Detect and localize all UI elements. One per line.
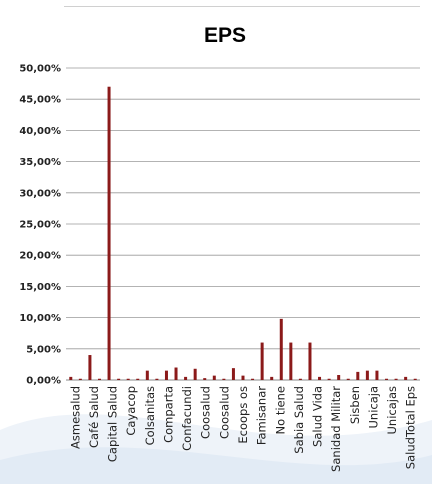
bar	[365, 370, 369, 380]
x-tick-label: No tiene	[273, 386, 287, 434]
bar	[404, 376, 408, 380]
bar	[126, 378, 130, 380]
bar	[260, 342, 264, 380]
bar	[375, 370, 379, 380]
bar	[174, 367, 178, 380]
bar	[279, 318, 283, 380]
x-tick-label: Asmesalud	[68, 386, 82, 449]
bar	[356, 371, 360, 380]
x-tick-label: Colsanitas	[143, 386, 157, 445]
bar	[241, 375, 245, 380]
x-tick-label: Sabia Salud	[292, 386, 306, 454]
bar	[289, 342, 293, 380]
y-tick-label: 45,00%	[19, 95, 61, 106]
bar	[394, 378, 398, 380]
x-tick-label: Sanidad Militar	[329, 386, 343, 472]
bar	[327, 378, 331, 380]
bar	[222, 378, 226, 380]
y-tick-label: 15,00%	[19, 282, 61, 293]
bar	[298, 378, 302, 380]
chart-top-border	[64, 6, 420, 7]
x-tick-label: Café Salud	[87, 386, 101, 448]
bar	[136, 378, 140, 380]
x-axis-ticks: Asmesalud Café Salud Capital Salud Cayacop C…	[68, 386, 417, 472]
chart-title: EPS	[204, 24, 246, 47]
bar	[155, 378, 159, 380]
bar	[318, 376, 322, 380]
x-tick-label: Comparta	[161, 386, 175, 443]
x-tick-label: Ecoops os	[236, 386, 250, 444]
bar	[337, 375, 341, 380]
bar	[212, 375, 216, 380]
bar	[231, 368, 235, 380]
bars	[69, 86, 417, 380]
x-tick-label: Salud Vida	[311, 386, 325, 447]
bar	[193, 368, 197, 380]
x-tick-label: Famisanar	[255, 386, 269, 445]
bar	[413, 378, 417, 380]
bar	[184, 376, 188, 380]
y-axis-ticks: 0,00% 5,00% 10,00% 15,00% 20,00% 25,00% 30,00%…	[19, 64, 61, 387]
x-tick-label: Coosalud	[217, 386, 231, 439]
y-tick-label: 0,00%	[26, 376, 61, 387]
bar	[97, 378, 101, 380]
gridlines	[66, 67, 420, 381]
x-tick-label: Cayacop	[124, 386, 138, 436]
x-tick-label: Confacundi	[180, 386, 194, 451]
x-tick-label: Unicaja	[366, 386, 380, 429]
bar	[164, 370, 168, 380]
bar	[88, 355, 92, 380]
bar	[203, 378, 207, 380]
bar	[117, 378, 121, 380]
bar	[385, 378, 389, 380]
bar	[308, 342, 312, 380]
bar	[107, 86, 111, 380]
x-tick-label: Sisben	[348, 386, 362, 424]
y-tick-label: 30,00%	[19, 188, 61, 199]
y-tick-label: 50,00%	[19, 64, 61, 75]
y-tick-label: 25,00%	[19, 220, 61, 231]
x-tick-label: Capital Salud	[106, 386, 120, 462]
bar	[78, 378, 82, 380]
y-tick-label: 40,00%	[19, 126, 61, 137]
bar	[270, 376, 274, 380]
x-tick-label: SaludTotal Eps	[404, 386, 418, 469]
y-tick-label: 20,00%	[19, 251, 61, 262]
x-tick-label: Unicajas	[385, 386, 399, 435]
bar	[145, 370, 149, 380]
bar	[251, 378, 255, 380]
bar	[69, 376, 73, 380]
y-tick-label: 5,00%	[26, 344, 61, 355]
y-tick-label: 35,00%	[19, 157, 61, 168]
x-tick-label: Coosalud	[199, 386, 213, 439]
bar	[346, 378, 350, 380]
y-tick-label: 10,00%	[19, 313, 61, 324]
